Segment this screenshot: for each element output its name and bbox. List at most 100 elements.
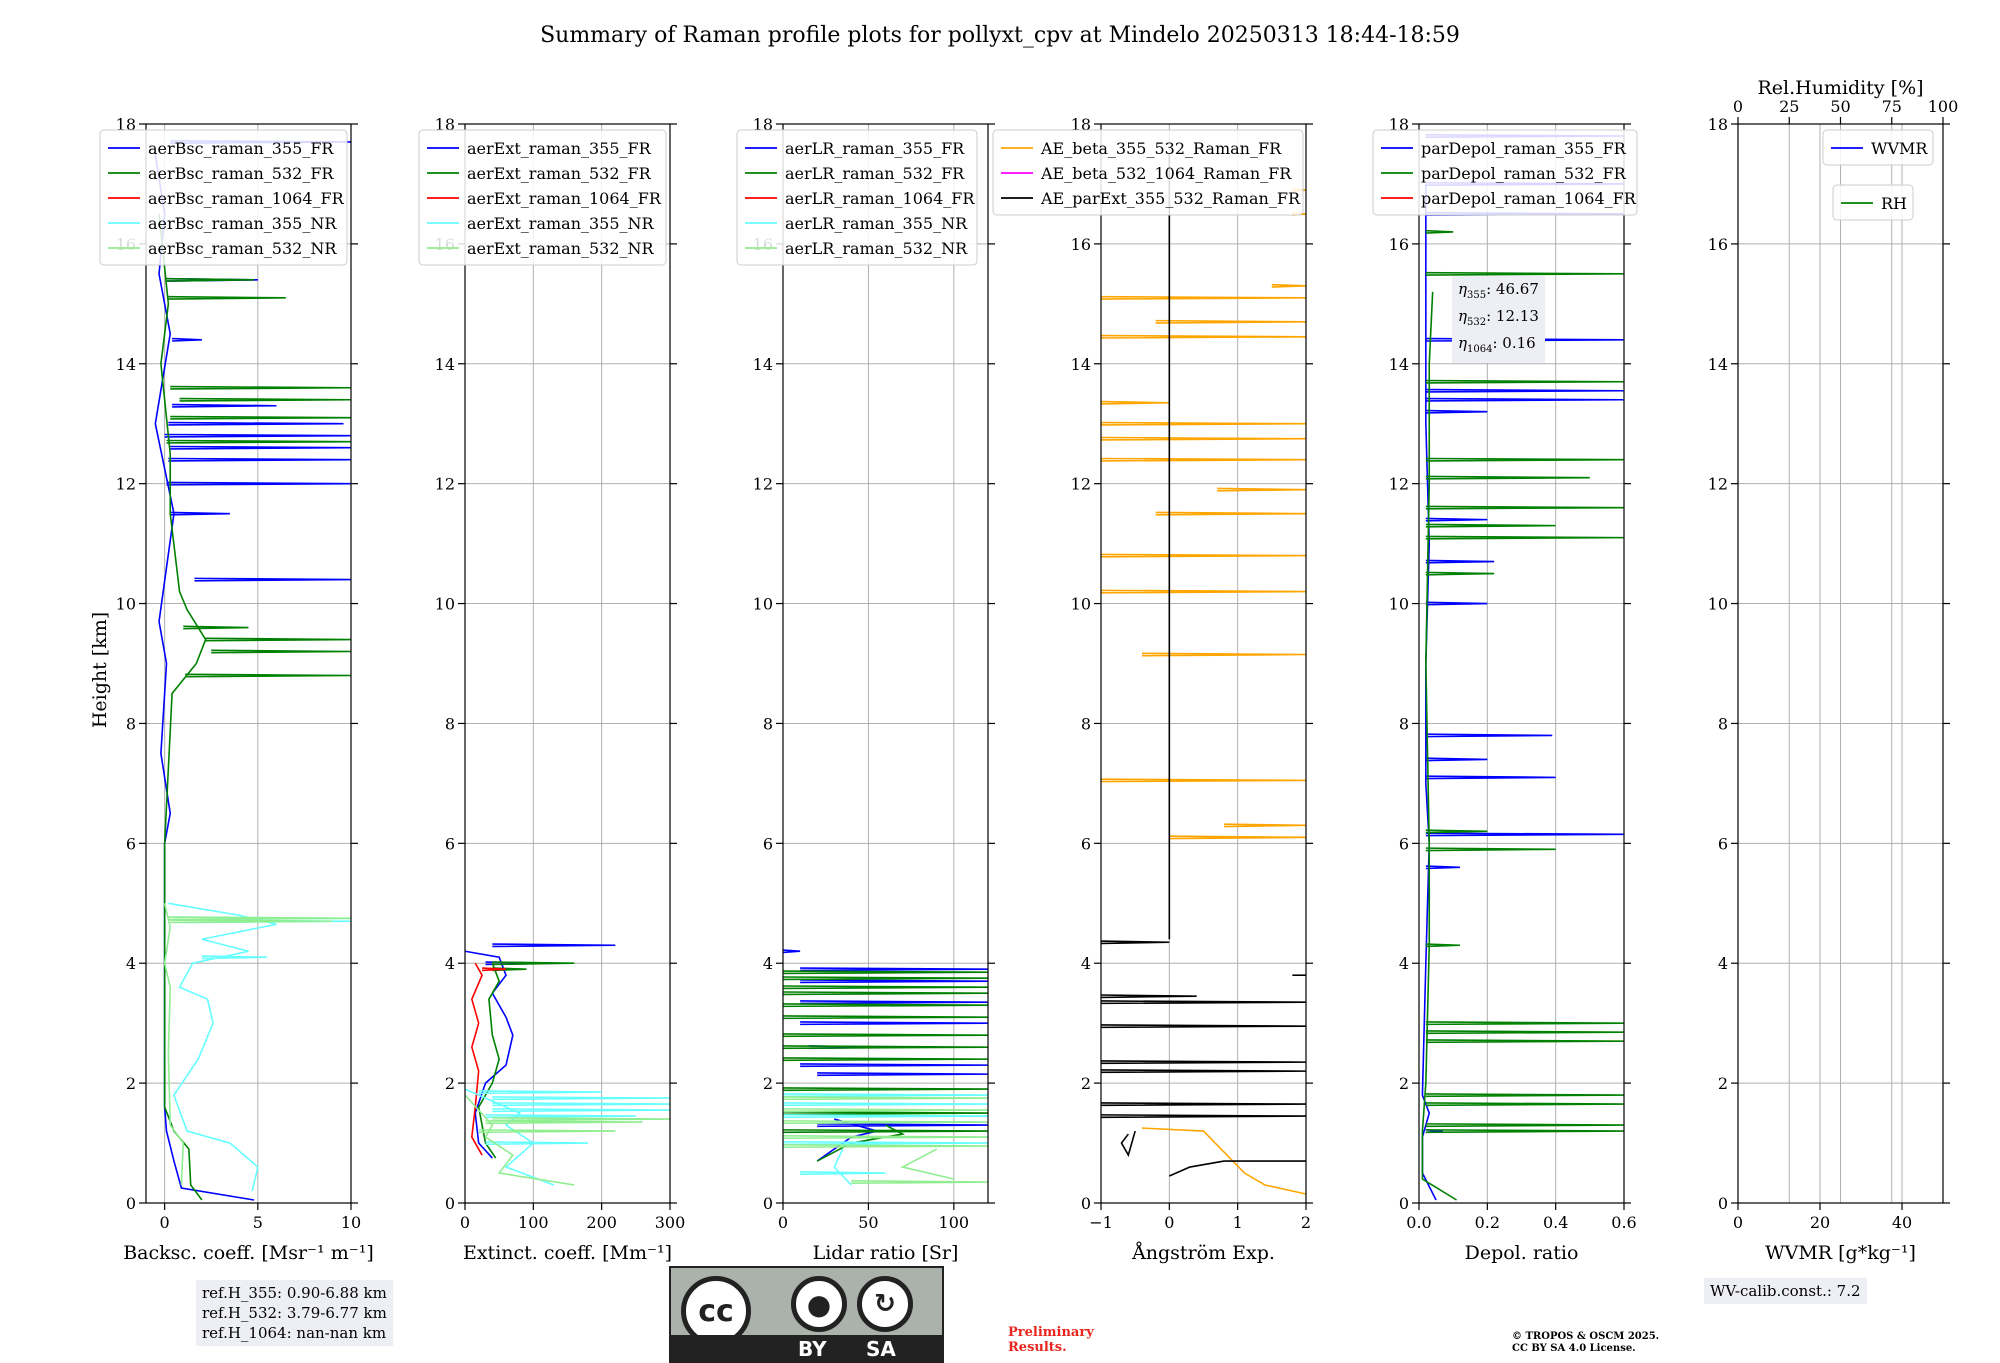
x-tick-label: −1 — [1089, 1213, 1113, 1232]
legend-box — [736, 129, 978, 266]
series-line — [168, 902, 277, 1192]
spike-mark — [168, 421, 344, 426]
copyright-note: © TROPOS & OSCM 2025. CC BY SA 4.0 Licen… — [1512, 1331, 1659, 1355]
axes-frame — [145, 123, 352, 1204]
series-segment — [1120, 1130, 1136, 1158]
license-sa-label: SA — [866, 1337, 896, 1361]
x-tick-label: 0 — [460, 1213, 470, 1232]
x-axis-label: Ångström Exp. — [1131, 1242, 1275, 1264]
share-alike-icon: ↻ — [857, 1276, 913, 1332]
height-axis-label: Height [km] — [89, 612, 111, 728]
spike-mark — [783, 1108, 988, 1113]
series-aerLR_raman_532_FR — [783, 970, 988, 1162]
series-aerExt_raman_355_NR — [465, 1088, 670, 1186]
spike-mark — [172, 337, 202, 342]
license-by-label: BY — [798, 1337, 827, 1361]
x-tick-label: 0 — [1733, 1213, 1743, 1232]
spike-mark — [1217, 487, 1306, 492]
spike-mark — [783, 1003, 988, 1008]
spike-mark — [783, 949, 801, 954]
spike-mark — [1101, 1069, 1306, 1074]
legend-entry: aerLR_raman_532_FR — [785, 164, 965, 183]
legend-entry: AE_beta_355_532_Raman_FR — [1040, 139, 1282, 158]
legend-box — [99, 129, 348, 266]
y-tick-label: 6 — [763, 834, 773, 853]
spike-mark — [1101, 436, 1306, 441]
spike-mark — [1425, 832, 1624, 837]
legend-wv: WVMR — [1822, 129, 1934, 166]
gridlines-ext — [465, 124, 670, 1203]
y-tick-label: 10 — [753, 595, 773, 614]
y-tick-label: 14 — [1389, 355, 1409, 374]
spike-mark — [1425, 1093, 1624, 1098]
spike-mark — [201, 955, 268, 960]
series-line — [1421, 291, 1458, 1201]
spike-mark — [783, 976, 988, 981]
x-tick-label: 0 — [1164, 1213, 1174, 1232]
spike-mark — [817, 1072, 988, 1077]
gridlines-bsc — [146, 124, 351, 1203]
ref-height-355: ref.H_355: 0.90-6.88 km — [202, 1284, 387, 1302]
data-lr — [783, 949, 988, 1186]
legend-entry: WVMR — [1871, 139, 1928, 158]
spike-mark — [1425, 397, 1624, 402]
series-line — [1169, 1160, 1306, 1177]
spike-mark — [1425, 523, 1556, 528]
axes-frame — [1100, 123, 1307, 1204]
spike-mark — [783, 1087, 988, 1092]
spike-mark — [1101, 553, 1306, 558]
legend-entry: aerExt_raman_1064_FR — [467, 189, 662, 208]
copyright-line-2: CC BY SA 4.0 License. — [1512, 1343, 1636, 1354]
y-tick-label: 10 — [116, 595, 136, 614]
y-tick-label: 8 — [445, 714, 455, 733]
x-axis-label: Extinct. coeff. [Mm⁻¹] — [463, 1242, 672, 1264]
spike-mark — [492, 1096, 670, 1101]
y-tick-label: 6 — [126, 834, 136, 853]
spike-mark — [1425, 559, 1495, 564]
x-tick-label: 200 — [586, 1213, 617, 1232]
y-tick-label: 8 — [1399, 714, 1409, 733]
legend-ang: AE_beta_355_532_Raman_FR AE_beta_532_1064… — [992, 129, 1304, 216]
spike-mark — [783, 1111, 988, 1116]
top-x-tick-label: 50 — [1830, 97, 1850, 116]
top-axis-label: Rel.Humidity [%] — [1757, 77, 1923, 99]
legend-ext: aerExt_raman_355_FR aerExt_raman_532_FRae… — [418, 129, 667, 266]
spike-mark — [170, 385, 351, 390]
x-axis-label: Depol. ratio — [1465, 1242, 1579, 1264]
legend-entry: aerLR_raman_355_NR — [785, 214, 968, 233]
spike-mark — [817, 1123, 988, 1128]
y-tick-label: 12 — [1071, 475, 1091, 494]
spike-mark — [170, 919, 333, 924]
y-tick-label: 2 — [763, 1074, 773, 1093]
top-x-tick-label: 75 — [1882, 97, 1902, 116]
x-tick-label: 5 — [253, 1213, 263, 1232]
x-axis-label: Lidar ratio [Sr] — [813, 1242, 959, 1264]
y-tick-label: 12 — [1708, 475, 1728, 494]
eta532-line: η532: 12.13 — [1458, 307, 1539, 328]
spike-mark — [194, 577, 351, 582]
spike-mark — [1425, 1129, 1624, 1134]
spike-mark — [179, 397, 351, 402]
preliminary-results-note: Preliminary Results. — [1008, 1325, 1094, 1355]
x-tick-label: 20 — [1810, 1213, 1830, 1232]
x-tick-label: 0.6 — [1611, 1213, 1636, 1232]
series-aerBsc_raman_532_FR — [158, 213, 351, 1201]
x-tick-label: 0 — [160, 1213, 170, 1232]
legend-box — [992, 129, 1304, 216]
y-tick-label: 4 — [1399, 954, 1409, 973]
legend-entry: aerExt_raman_532_FR — [467, 164, 652, 183]
series-line — [477, 962, 501, 1159]
spike-mark — [1155, 511, 1306, 516]
y-tick-label: 2 — [126, 1074, 136, 1093]
series-line — [1141, 1127, 1306, 1195]
y-tick-label: 12 — [435, 475, 455, 494]
axes-frame — [1418, 123, 1625, 1204]
preliminary-line-1: Preliminary — [1008, 1325, 1094, 1340]
spike-mark — [166, 439, 351, 444]
spike-mark — [1101, 1024, 1306, 1029]
y-tick-label: 2 — [1718, 1074, 1728, 1093]
y-tick-label: 0 — [1081, 1194, 1091, 1213]
y-tick-label: 12 — [116, 475, 136, 494]
spike-mark — [800, 1021, 988, 1026]
series-line — [816, 1124, 906, 1162]
